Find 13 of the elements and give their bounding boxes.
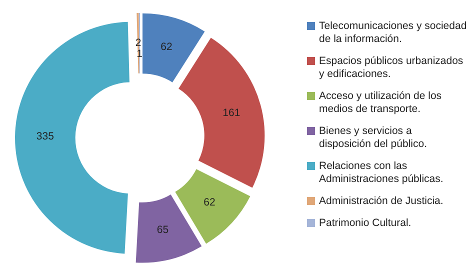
data-label: 161 xyxy=(222,106,240,119)
data-label: 1 xyxy=(136,48,143,60)
data-label: 62 xyxy=(204,196,216,209)
legend-label: Relaciones con las Administraciones públicas. xyxy=(319,160,444,185)
legend-label: Telecomunicaciones y sociedad de la información. xyxy=(319,20,467,45)
legend-label: Patrimonio Cultural. xyxy=(319,217,412,229)
legend-label: Espacios públicos urbanizados y edificaciones. xyxy=(319,55,464,80)
legend-label: Acceso y utilización de los medios de transporte. xyxy=(319,90,442,115)
data-label: 335 xyxy=(36,130,54,143)
legend-label: Bienes y servicios a disposición del público. xyxy=(319,125,427,150)
data-label: 62 xyxy=(160,40,172,53)
legend-label: Administración de Justicia. xyxy=(319,195,444,207)
data-label: 65 xyxy=(156,224,169,236)
